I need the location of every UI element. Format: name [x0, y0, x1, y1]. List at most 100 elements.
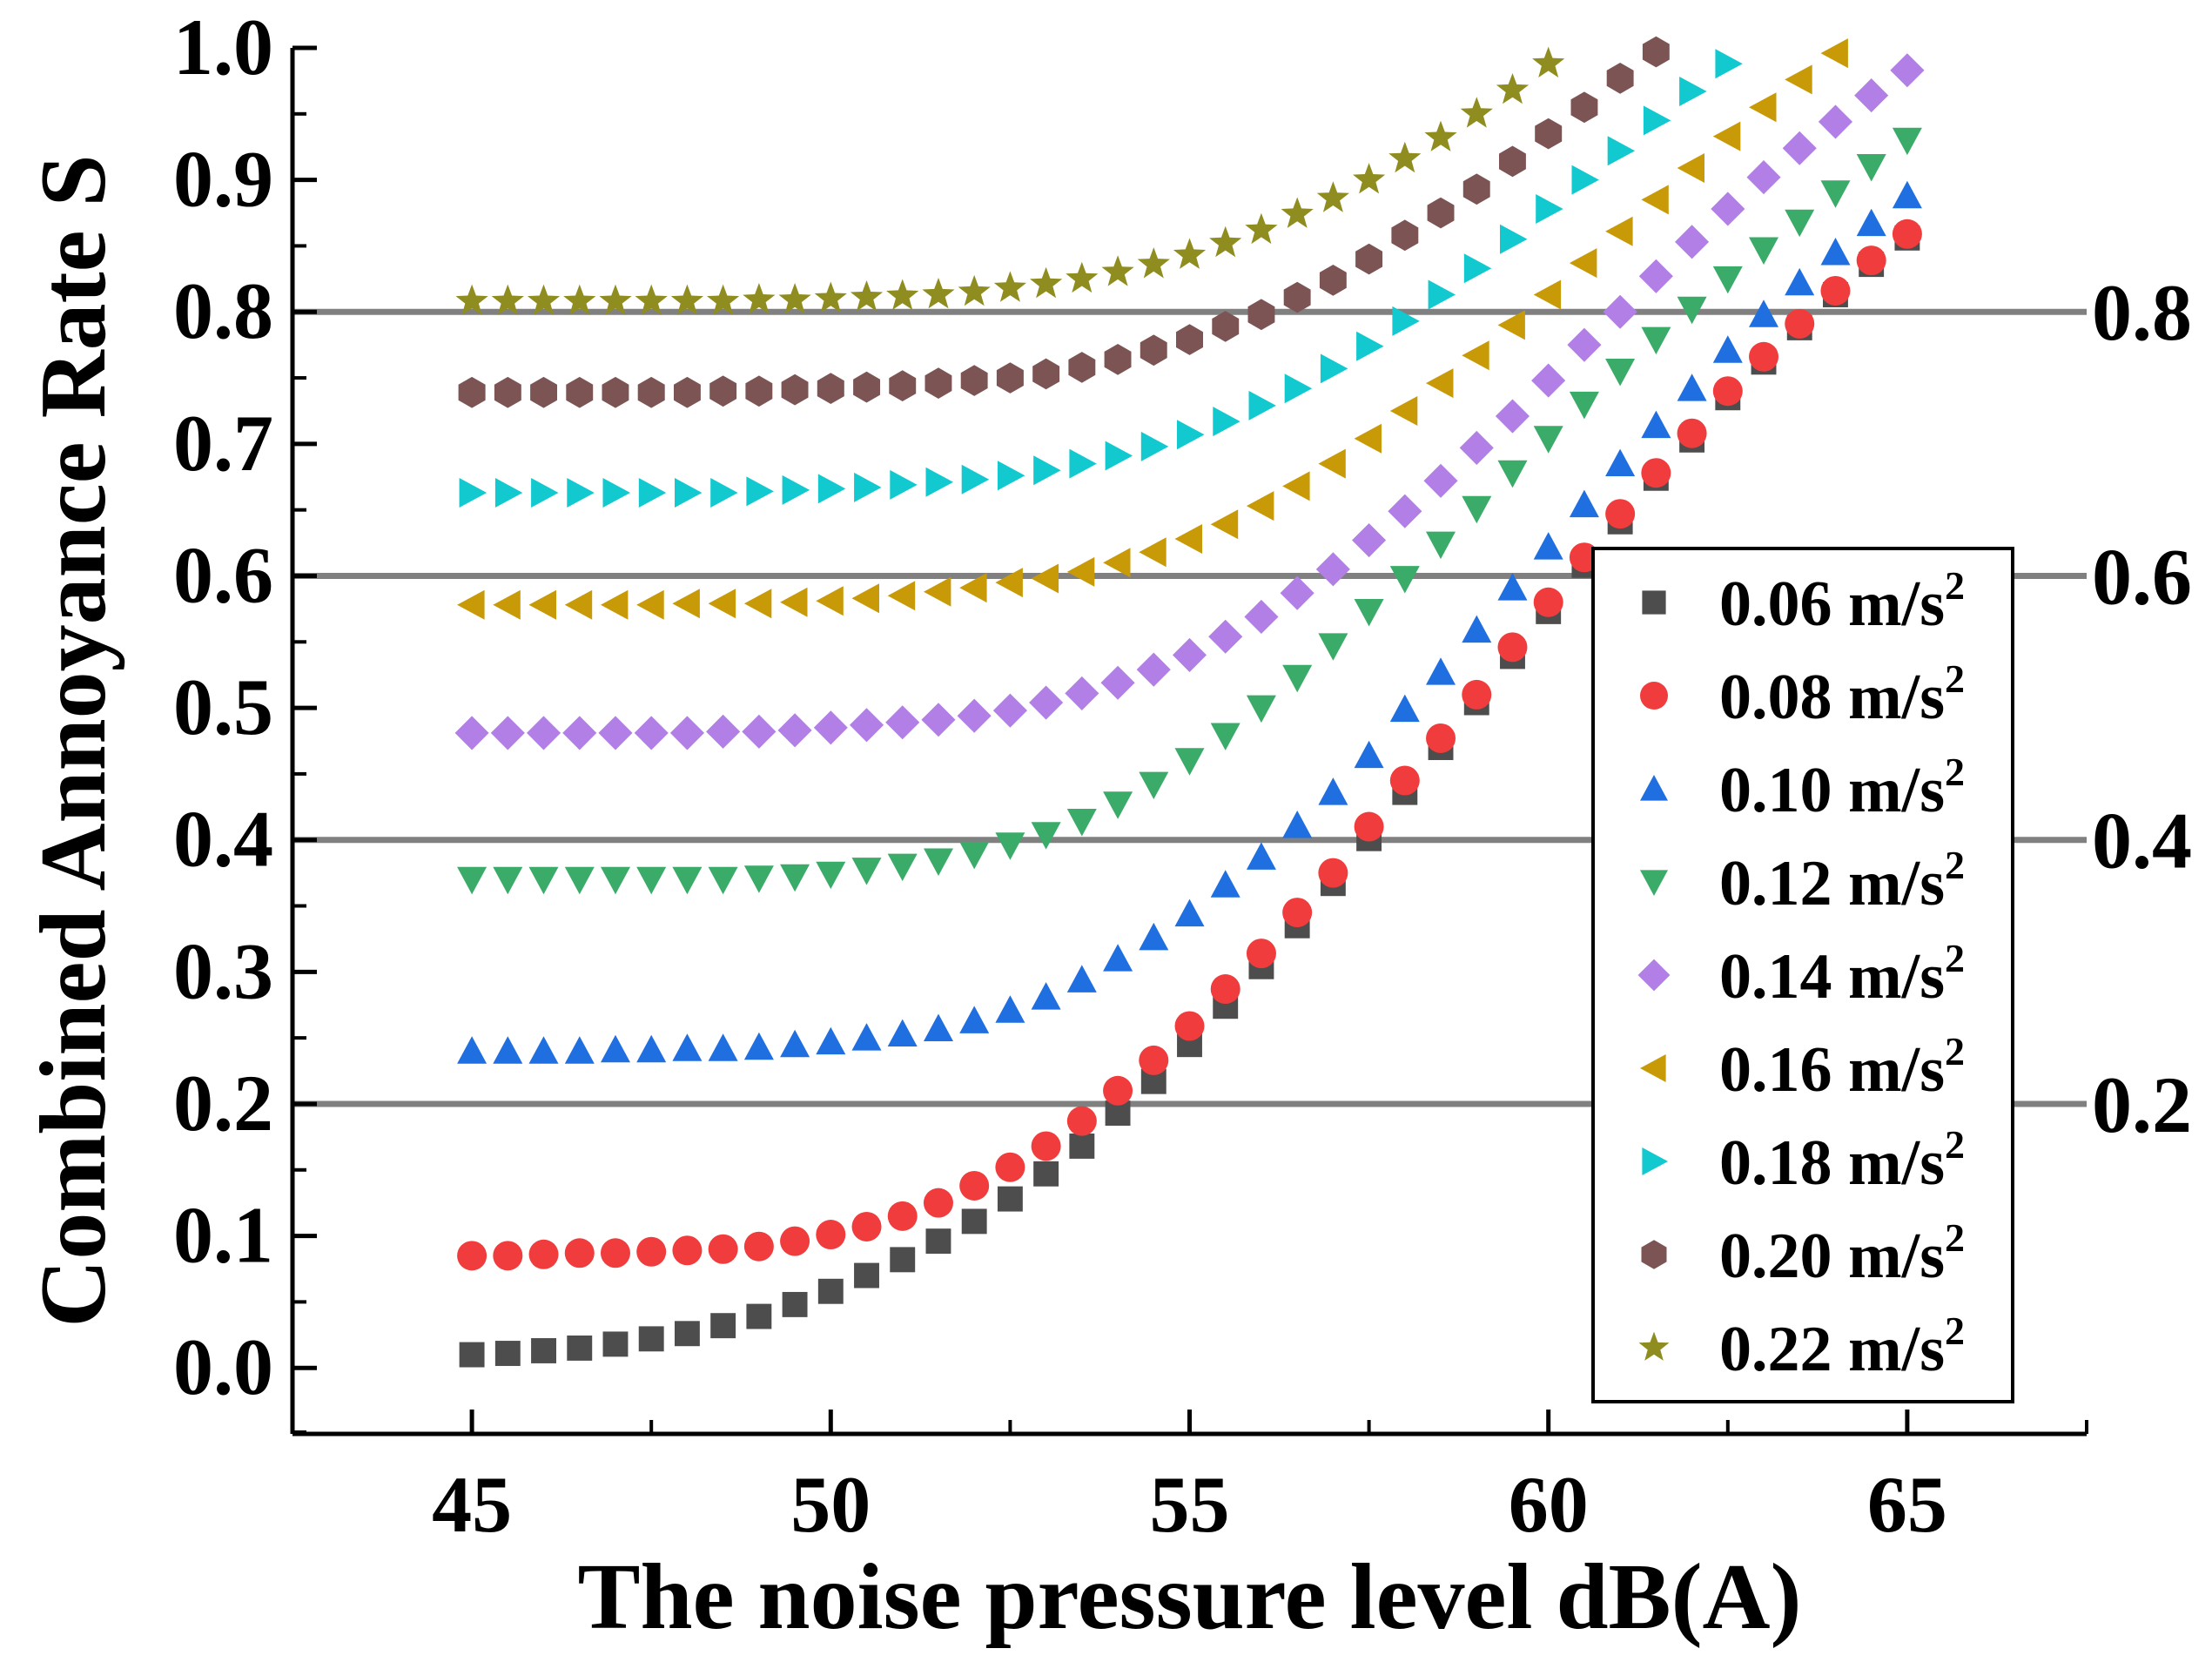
data-point — [959, 1006, 990, 1033]
data-point — [1281, 197, 1314, 228]
data-point — [1101, 255, 1134, 286]
data-point — [1246, 842, 1276, 870]
data-point — [1103, 944, 1133, 972]
data-point — [1818, 104, 1852, 139]
data-point — [1069, 1134, 1095, 1159]
data-point — [1496, 73, 1530, 104]
data-point — [1497, 573, 1528, 601]
legend-label: 0.22 m/s2 — [1719, 1309, 1965, 1385]
data-point — [672, 866, 703, 895]
legend-marker — [1638, 1331, 1670, 1361]
data-point — [1174, 748, 1205, 776]
data-point — [1389, 765, 1420, 796]
data-point — [1174, 1011, 1205, 1041]
data-point — [851, 1023, 882, 1051]
data-point — [1641, 185, 1669, 215]
data-point — [527, 284, 561, 315]
data-point — [1174, 524, 1202, 554]
data-point — [1605, 499, 1636, 529]
data-point — [1033, 1161, 1059, 1187]
data-point — [817, 373, 844, 404]
data-point — [1032, 358, 1060, 390]
data-point — [1749, 299, 1778, 327]
data-point — [1712, 335, 1743, 363]
data-point — [1605, 448, 1636, 476]
data-point — [1749, 341, 1779, 372]
data-point — [923, 1188, 953, 1218]
data-point — [564, 1036, 595, 1064]
data-point — [1571, 165, 1599, 195]
y-tick-label: 0.9 — [173, 135, 273, 224]
data-point — [457, 589, 485, 620]
data-point — [636, 866, 667, 895]
data-point — [924, 848, 953, 876]
series-014 — [454, 53, 1925, 750]
legend-label: 0.10 m/s2 — [1719, 750, 1965, 826]
data-point — [1069, 448, 1097, 479]
series-022 — [455, 46, 1565, 315]
data-point — [813, 710, 848, 745]
data-point — [706, 714, 741, 749]
data-point — [1462, 340, 1489, 371]
data-point — [1140, 431, 1169, 461]
data-point — [1246, 939, 1276, 969]
data-point — [601, 1034, 630, 1063]
data-point — [493, 866, 523, 895]
data-point — [925, 1228, 951, 1255]
data-point — [1100, 665, 1135, 700]
data-point — [743, 283, 776, 314]
data-point — [531, 1338, 556, 1363]
data-point — [637, 376, 665, 408]
data-point — [746, 1303, 772, 1329]
data-point — [959, 573, 987, 603]
data-point — [922, 278, 955, 309]
data-point — [1246, 491, 1274, 521]
legend-label: 0.18 m/s2 — [1719, 1122, 1965, 1199]
y-tick-label: 0.0 — [173, 1322, 273, 1411]
data-point — [567, 478, 595, 508]
series-008 — [457, 219, 1922, 1271]
data-point — [1536, 194, 1563, 224]
ticks: 0.0 0.1 0.2 0.3 0.4 0.5 0.6 0.7 0.8 0.9 1.0 45 50 55 6… — [173, 3, 2088, 1549]
data-point — [494, 478, 523, 508]
data-point — [851, 1211, 882, 1241]
data-point — [1462, 173, 1490, 205]
data-point — [455, 284, 488, 315]
data-point — [1103, 548, 1131, 578]
data-point — [672, 1033, 703, 1061]
data-point — [709, 375, 737, 407]
legend-marker — [1640, 682, 1668, 710]
data-point — [743, 1231, 774, 1262]
data-point — [993, 271, 1026, 302]
data-point — [1283, 281, 1311, 313]
data-point — [780, 864, 810, 892]
data-point — [528, 589, 556, 620]
data-point — [1246, 695, 1276, 723]
data-point — [782, 1291, 808, 1317]
data-point — [1642, 36, 1670, 68]
legend-label: 0.16 m/s2 — [1719, 1029, 1965, 1106]
data-point — [1569, 391, 1599, 420]
data-point — [1746, 160, 1781, 195]
data-point — [1104, 344, 1132, 375]
data-point — [998, 461, 1025, 491]
data-point — [1500, 224, 1528, 254]
data-point — [708, 589, 736, 619]
data-point — [1177, 420, 1205, 450]
data-point — [781, 373, 809, 406]
data-point — [636, 1034, 667, 1063]
data-point — [1535, 118, 1563, 150]
series-010 — [457, 180, 1922, 1064]
data-point — [1316, 181, 1349, 212]
data-point — [817, 1278, 844, 1304]
data-point — [490, 716, 525, 750]
data-point — [527, 716, 561, 750]
data-point — [782, 474, 810, 505]
data-point — [817, 474, 846, 504]
data-point — [1136, 652, 1171, 687]
series-018 — [459, 49, 1743, 508]
data-point — [1139, 771, 1169, 799]
data-point — [995, 995, 1025, 1023]
data-point — [1785, 308, 1815, 339]
data-point — [1605, 216, 1633, 246]
